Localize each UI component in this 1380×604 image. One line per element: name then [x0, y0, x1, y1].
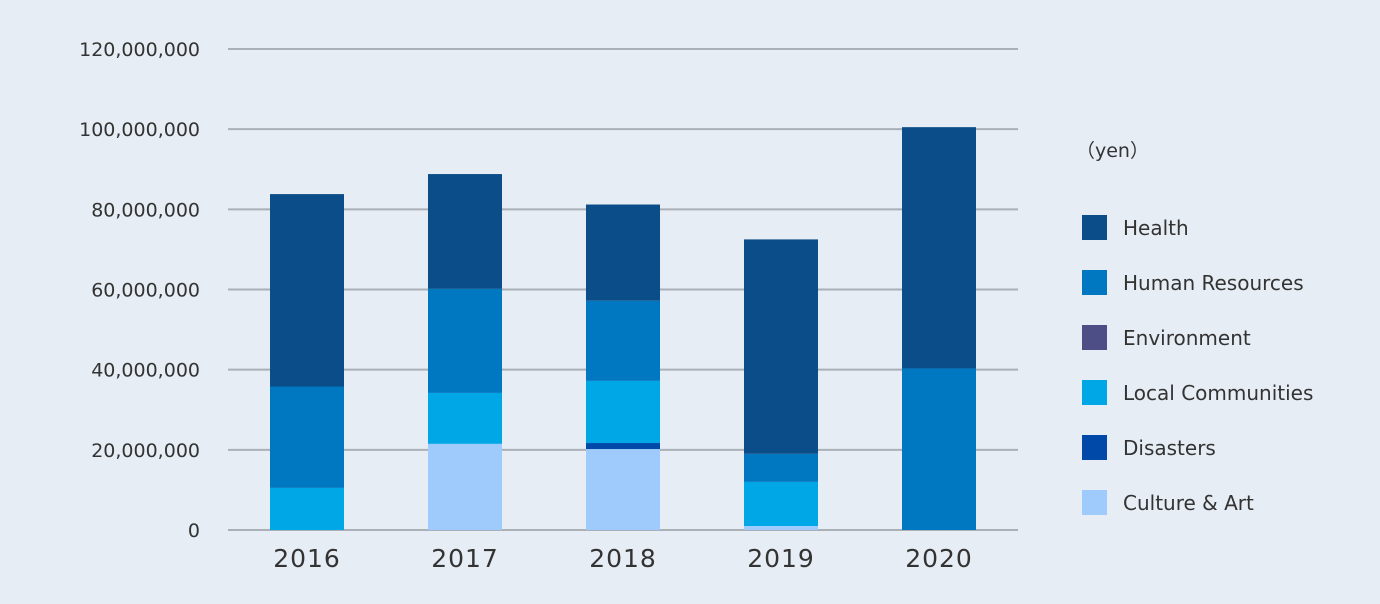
- bar-segment: [428, 288, 502, 393]
- bar-segment: [586, 380, 660, 444]
- bar-segment: [586, 443, 660, 450]
- bar-segment: [744, 453, 818, 482]
- bar-segment: [428, 443, 502, 530]
- legend-item: Local Communities: [1082, 365, 1313, 420]
- legend-swatch: [1082, 325, 1107, 350]
- bar-segment: [744, 239, 818, 454]
- legend-label: Health: [1123, 215, 1189, 240]
- legend-item: Environment: [1082, 310, 1313, 365]
- x-tick-label: 2017: [431, 544, 499, 573]
- legend-swatch: [1082, 215, 1107, 240]
- legend-item: Human Resources: [1082, 255, 1313, 310]
- y-tick-label: 40,000,000: [91, 360, 200, 382]
- bar-segment: [428, 174, 502, 289]
- x-tick-label: 2016: [273, 544, 341, 573]
- x-tick-label: 2018: [589, 544, 657, 573]
- bar-segment: [902, 127, 976, 369]
- y-tick-label: 100,000,000: [79, 119, 200, 141]
- legend-swatch: [1082, 435, 1107, 460]
- bar-segment: [270, 487, 344, 530]
- bar-segment: [902, 368, 976, 530]
- legend-swatch: [1082, 490, 1107, 515]
- legend-label: Disasters: [1123, 435, 1216, 460]
- bar-segment: [744, 525, 818, 530]
- x-tick-label: 2019: [747, 544, 815, 573]
- y-tick-label: 120,000,000: [79, 39, 200, 61]
- bar-segment: [586, 204, 660, 301]
- legend-label: Local Communities: [1123, 380, 1314, 405]
- legend-label: Human Resources: [1123, 270, 1304, 295]
- unit-label: （yen）: [1076, 140, 1149, 162]
- bar-segment: [744, 481, 818, 526]
- x-tick-label: 2020: [905, 544, 973, 573]
- legend-item: Culture & Art: [1082, 475, 1313, 530]
- legend: Health Human Resources Environment Local Co…: [1082, 200, 1313, 530]
- bar-segment: [586, 300, 660, 381]
- legend-item: Disasters: [1082, 420, 1313, 475]
- legend-swatch: [1082, 380, 1107, 405]
- legend-label: Environment: [1123, 325, 1251, 350]
- legend-item: Health: [1082, 200, 1313, 255]
- y-tick-label: 60,000,000: [91, 280, 200, 302]
- y-tick-label: 20,000,000: [91, 440, 200, 462]
- legend-swatch: [1082, 270, 1107, 295]
- bar-segment: [270, 386, 344, 488]
- y-tick-label: 80,000,000: [91, 199, 200, 221]
- y-tick-label: 0: [188, 520, 200, 542]
- bar-segment: [270, 194, 344, 387]
- bar-segment: [428, 392, 502, 444]
- legend-label: Culture & Art: [1123, 490, 1254, 515]
- bar-segment: [586, 449, 660, 530]
